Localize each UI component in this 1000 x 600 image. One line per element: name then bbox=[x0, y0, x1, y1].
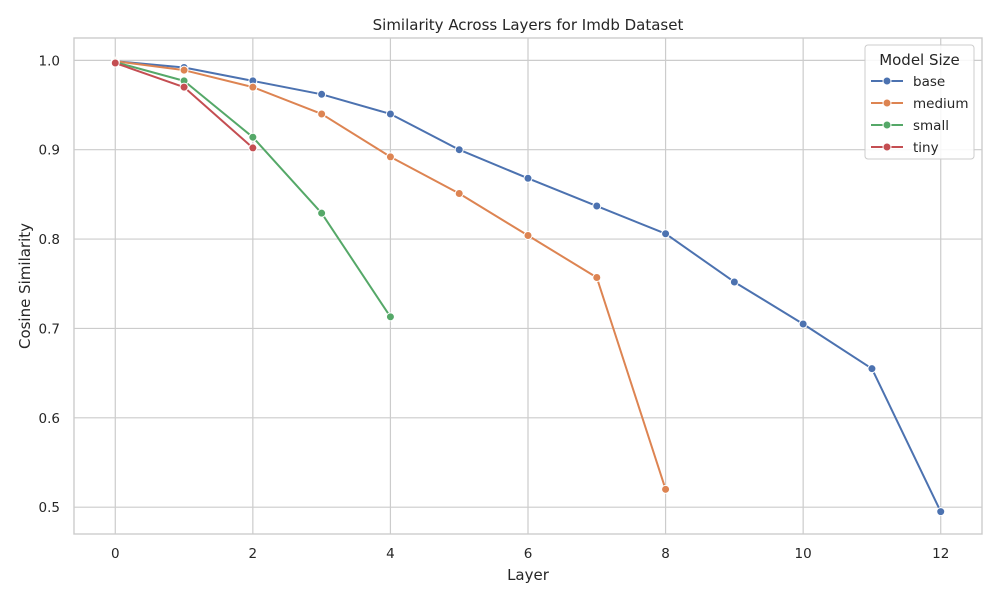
legend-label: medium bbox=[913, 96, 968, 112]
y-axis-ticks: 0.5 0.6 0.7 0.8 0.9 1.0 bbox=[39, 53, 60, 516]
y-tick-label: 1.0 bbox=[39, 53, 60, 69]
x-tick-label: 0 bbox=[111, 546, 120, 562]
y-tick-label: 0.8 bbox=[39, 232, 60, 248]
x-tick-label: 8 bbox=[661, 546, 670, 562]
data-point-base bbox=[867, 364, 877, 374]
y-tick-label: 0.5 bbox=[39, 500, 60, 516]
data-point-tiny bbox=[179, 82, 189, 92]
data-point-base bbox=[798, 319, 808, 329]
x-tick-label: 6 bbox=[524, 546, 533, 562]
data-point-medium bbox=[592, 273, 602, 283]
data-point-base bbox=[661, 229, 671, 239]
x-tick-label: 10 bbox=[795, 546, 812, 562]
y-tick-label: 0.6 bbox=[39, 411, 60, 427]
data-point-medium bbox=[179, 65, 189, 75]
legend-item-base: base bbox=[871, 74, 945, 90]
data-point-base bbox=[729, 277, 739, 287]
legend-marker bbox=[882, 142, 892, 152]
data-point-small bbox=[317, 208, 327, 218]
x-tick-label: 4 bbox=[386, 546, 395, 562]
y-axis-label: Cosine Similarity bbox=[16, 223, 34, 349]
series-tiny bbox=[110, 58, 258, 153]
y-tick-label: 0.9 bbox=[39, 143, 60, 159]
data-point-medium bbox=[317, 109, 327, 119]
y-tick-label: 0.7 bbox=[39, 321, 60, 337]
grid bbox=[74, 38, 982, 534]
data-point-medium bbox=[454, 189, 464, 199]
chart-title: Similarity Across Layers for Imdb Datase… bbox=[373, 16, 684, 34]
x-tick-label: 12 bbox=[932, 546, 949, 562]
legend: Model Size base medium small tiny bbox=[864, 44, 975, 160]
series bbox=[110, 56, 946, 517]
legend-marker bbox=[882, 120, 892, 130]
legend-label: tiny bbox=[913, 140, 939, 156]
legend-item-tiny: tiny bbox=[871, 140, 939, 156]
data-point-medium bbox=[385, 152, 395, 162]
data-point-medium bbox=[523, 231, 533, 241]
series-line-tiny bbox=[114, 62, 254, 149]
data-point-small bbox=[385, 312, 395, 322]
legend-label: base bbox=[913, 74, 945, 90]
legend-items: base medium small tiny bbox=[871, 74, 968, 156]
data-point-base bbox=[385, 109, 395, 119]
data-point-medium bbox=[248, 82, 258, 92]
legend-title: Model Size bbox=[879, 51, 960, 69]
legend-marker bbox=[882, 76, 892, 86]
legend-box bbox=[864, 44, 975, 160]
legend-label: small bbox=[913, 118, 949, 134]
plot-frame bbox=[73, 37, 983, 535]
data-point-base bbox=[523, 173, 533, 183]
legend-item-medium: medium bbox=[871, 96, 968, 112]
x-tick-label: 2 bbox=[249, 546, 258, 562]
data-point-base bbox=[454, 145, 464, 155]
data-point-small bbox=[248, 132, 258, 142]
series-base bbox=[110, 56, 946, 517]
x-axis-label: Layer bbox=[507, 566, 550, 584]
data-point-tiny bbox=[110, 58, 120, 68]
data-point-base bbox=[592, 201, 602, 211]
legend-item-small: small bbox=[871, 118, 949, 134]
x-axis-ticks: 0 2 4 6 8 10 12 bbox=[111, 546, 949, 562]
data-point-tiny bbox=[248, 143, 258, 153]
data-point-base bbox=[317, 89, 327, 99]
data-point-medium bbox=[661, 484, 671, 494]
legend-marker bbox=[882, 98, 892, 108]
data-point-base bbox=[936, 507, 946, 517]
